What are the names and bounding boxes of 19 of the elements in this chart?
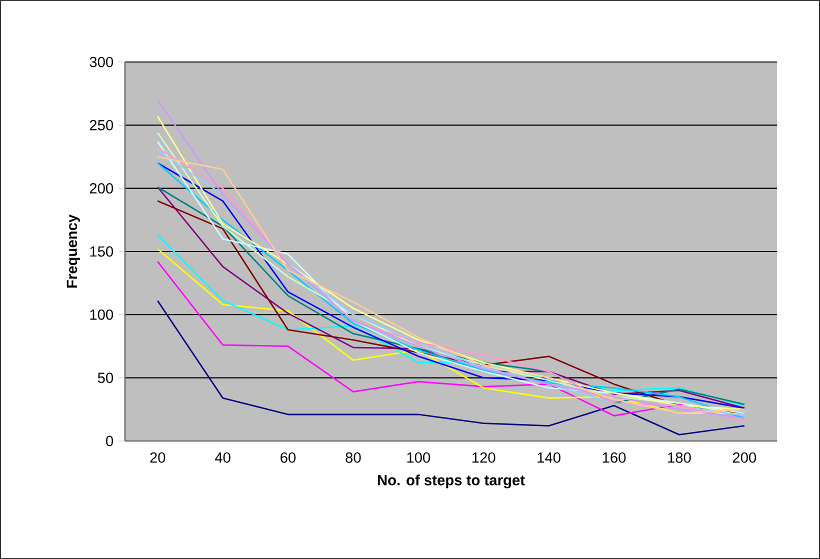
- y-axis-title: Frequency: [66, 214, 80, 288]
- x-tick-label: 80: [346, 452, 361, 463]
- x-tick-label: 120: [472, 452, 496, 463]
- x-tick-label: 200: [732, 452, 756, 463]
- x-tick-label: 100: [407, 452, 430, 463]
- y-tick-label: 150: [90, 246, 114, 257]
- y-tick-label: 300: [90, 56, 114, 68]
- y-tick-label: 50: [98, 372, 114, 384]
- x-axis-title: No. of steps to target: [378, 474, 525, 488]
- x-tick-label: 160: [602, 452, 626, 463]
- x-tick-label: 60: [280, 452, 296, 463]
- y-tick-label: 250: [90, 120, 114, 130]
- x-tick-label: 140: [538, 452, 560, 463]
- x-tick-label: 180: [668, 452, 691, 463]
- x-tick-label: 40: [214, 452, 230, 463]
- y-tick-label: 200: [90, 183, 114, 194]
- x-tick-label: 20: [150, 452, 166, 463]
- y-tick-label: 0: [106, 436, 114, 446]
- y-tick-label: 100: [90, 309, 114, 320]
